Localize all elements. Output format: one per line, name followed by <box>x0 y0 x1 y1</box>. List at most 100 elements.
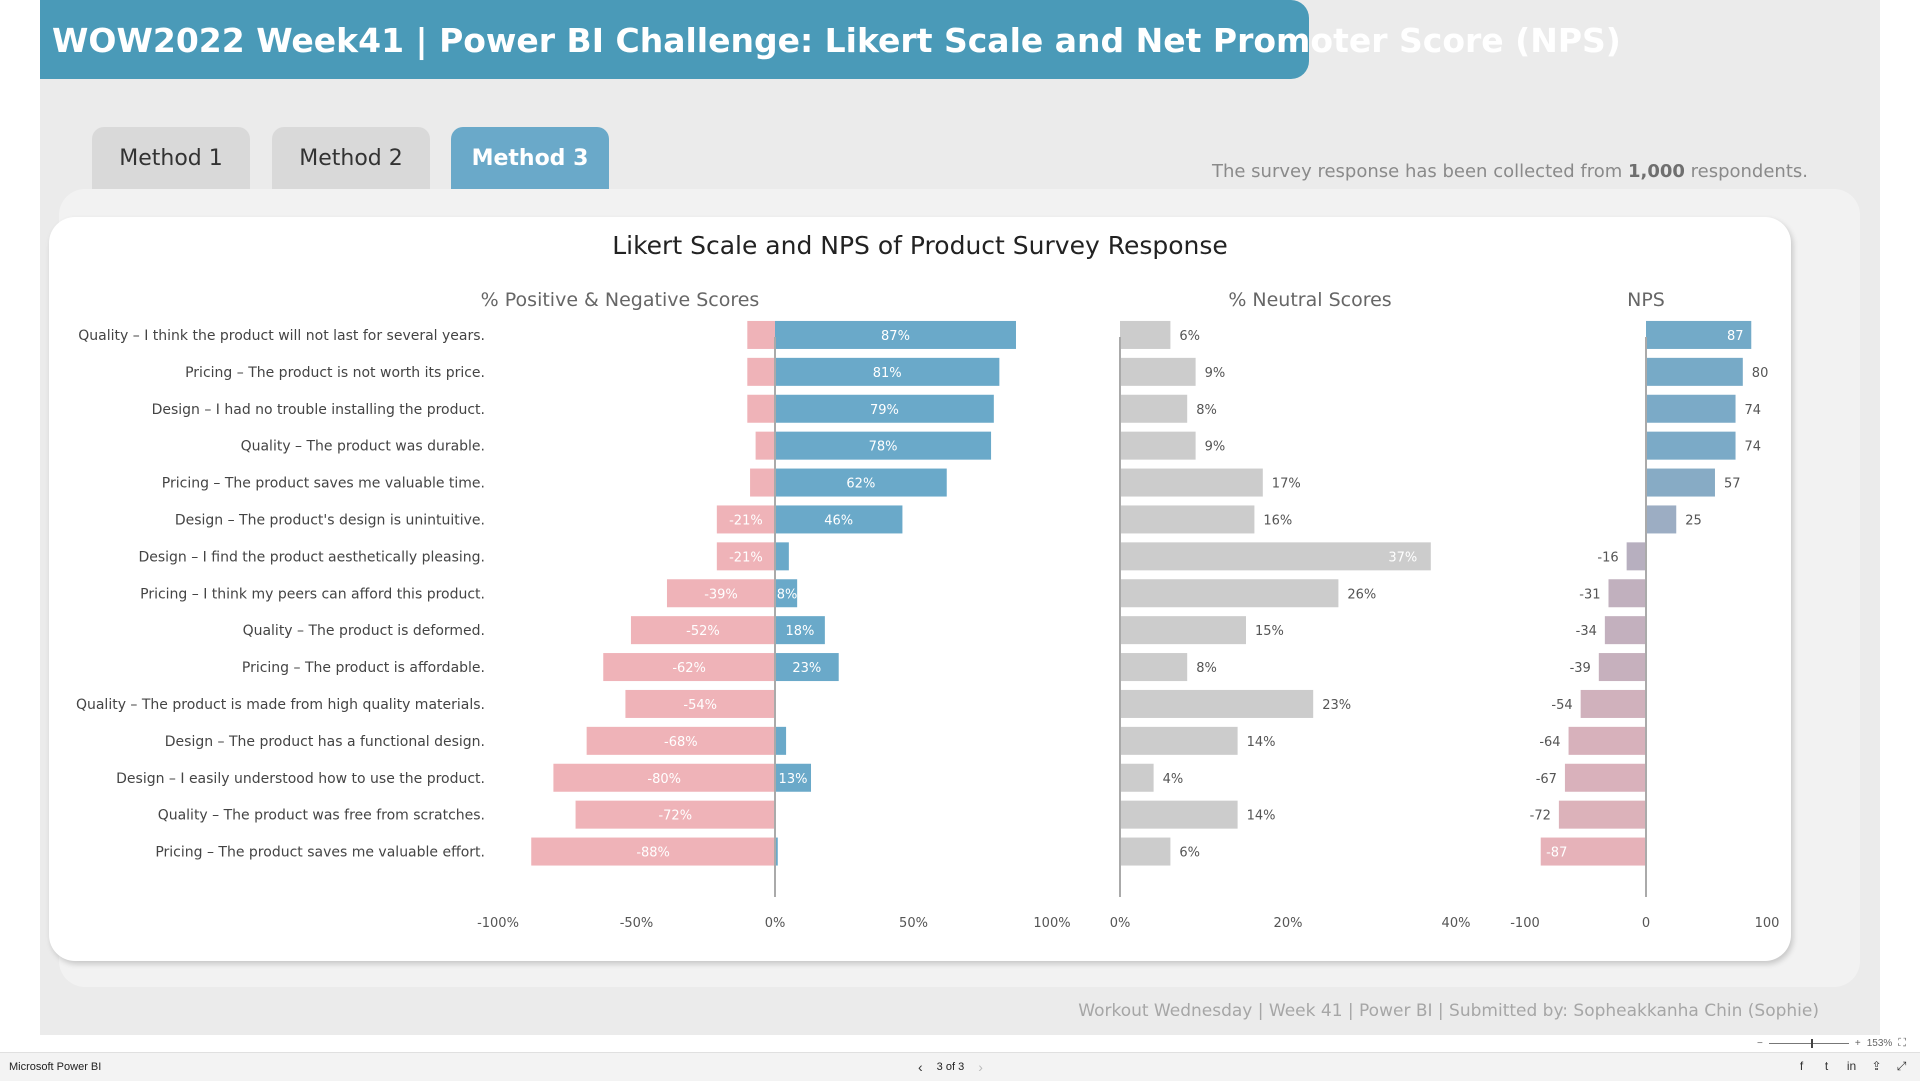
chevron-right-icon[interactable]: › <box>978 1059 983 1075</box>
category-label: Design – The product has a functional de… <box>165 734 485 750</box>
neutral-bar <box>1120 800 1238 829</box>
category-label: Quality – The product was durable. <box>241 439 485 455</box>
neutral-bar <box>1120 505 1255 534</box>
chart-title: Likert Scale and NPS of Product Survey R… <box>612 231 1228 260</box>
fit-to-page-icon[interactable]: ⛶ <box>1898 1036 1906 1049</box>
nps-bar <box>1646 320 1752 349</box>
neutral-bar-label: 17% <box>1272 477 1301 492</box>
x-tick-label: -100 <box>1510 916 1540 931</box>
neutral-bar <box>1120 837 1171 866</box>
report-title: WOW2022 Week41 | Power BI Challenge: Lik… <box>40 0 1621 79</box>
nps-bar <box>1564 763 1646 792</box>
nps-bar-label: -34 <box>1576 624 1597 639</box>
share-icons: f t in ⇪ ⤢ <box>1795 1060 1908 1073</box>
chevron-left-icon[interactable]: ‹ <box>918 1059 923 1075</box>
positive-bar <box>775 837 778 866</box>
survey-note-suffix: respondents. <box>1684 161 1808 182</box>
expand-icon[interactable]: ⤢ <box>1896 1059 1907 1073</box>
nps-bar <box>1598 653 1646 682</box>
positive-bar <box>775 542 789 571</box>
nps-bar <box>1646 505 1677 534</box>
facebook-icon[interactable]: f <box>1799 1059 1804 1073</box>
positive-bar <box>775 579 798 608</box>
neutral-bar-label: 9% <box>1205 366 1226 381</box>
neutral-bar-label: 6% <box>1179 846 1200 861</box>
negative-bar-label: -52% <box>686 624 720 639</box>
category-label: Design – I find the product aestheticall… <box>138 549 485 565</box>
negative-bar-label: -62% <box>672 661 706 676</box>
positive-bar-label: 79% <box>870 403 899 418</box>
positive-bar <box>775 357 1000 386</box>
neutral-bar <box>1120 357 1196 386</box>
zoom-in-icon[interactable]: + <box>1854 1037 1861 1049</box>
neutral-bar <box>1120 579 1339 608</box>
negative-bar <box>575 800 775 829</box>
neutral-bar <box>1120 468 1263 497</box>
category-label: Quality – I think the product will not l… <box>78 328 485 344</box>
x-tick-label: 0 <box>1642 916 1650 931</box>
zoom-slider-thumb[interactable] <box>1810 1038 1813 1048</box>
nps-bar <box>1604 616 1646 645</box>
share-icon[interactable]: ⇪ <box>1871 1059 1882 1073</box>
zoom-level: 153% <box>1866 1037 1893 1049</box>
x-tick-label: 20% <box>1274 916 1303 931</box>
negative-bar-label: -88% <box>636 846 670 861</box>
positive-bar <box>775 468 947 497</box>
neutral-bar <box>1120 653 1188 682</box>
zoom-slider[interactable] <box>1768 1038 1849 1048</box>
page-indicator: 3 of 3 <box>936 1061 965 1073</box>
negative-bar <box>716 505 775 534</box>
twitter-icon[interactable]: t <box>1824 1059 1829 1073</box>
likert-nps-chart: Likert Scale and NPS of Product Survey R… <box>76 231 1779 931</box>
nps-bar <box>1558 800 1646 829</box>
negative-bar <box>750 468 775 497</box>
status-bar: Microsoft Power BI ‹ 3 of 3 › f t in ⇪ ⤢ <box>0 1052 1920 1081</box>
tab-method-3[interactable]: Method 3 <box>451 127 609 189</box>
nps-bar <box>1646 431 1736 460</box>
panel-title-nps: NPS <box>1627 289 1665 311</box>
positive-bar-label: 18% <box>785 624 814 639</box>
positive-bar <box>775 763 812 792</box>
category-label: Quality – The product is made from high … <box>76 697 485 713</box>
x-tick-label: -50% <box>620 916 654 931</box>
linkedin-icon[interactable]: in <box>1846 1059 1857 1073</box>
neutral-bar <box>1120 320 1171 349</box>
tab-method-2[interactable]: Method 2 <box>272 127 430 189</box>
positive-bar-label: 13% <box>779 772 808 787</box>
nps-bar <box>1608 579 1646 608</box>
negative-bar <box>625 689 775 718</box>
category-label: Pricing – The product is affordable. <box>242 660 485 676</box>
x-tick-label: 0% <box>765 916 786 931</box>
negative-bar-label: -68% <box>664 735 698 750</box>
nps-bar <box>1626 542 1646 571</box>
nps-bar <box>1646 394 1736 423</box>
neutral-bar <box>1120 431 1196 460</box>
negative-bar <box>666 579 775 608</box>
neutral-bar <box>1120 689 1314 718</box>
nps-bar <box>1646 357 1743 386</box>
nps-bar-label: 80 <box>1752 366 1769 381</box>
category-label: Design – I had no trouble installing the… <box>152 402 485 418</box>
nps-bar-label: -16 <box>1597 550 1618 565</box>
nps-bar <box>1646 468 1715 497</box>
neutral-bar-label: 16% <box>1263 513 1292 528</box>
zoom-control[interactable]: − + 153% ⛶ <box>1757 1036 1906 1050</box>
category-label: Design – I easily understood how to use … <box>116 771 485 787</box>
negative-bar <box>586 726 775 755</box>
nps-bar-label: -54 <box>1551 698 1572 713</box>
positive-bar-label: 46% <box>824 513 853 528</box>
positive-bar <box>775 616 825 645</box>
negative-bar <box>747 357 775 386</box>
tab-method-1[interactable]: Method 1 <box>92 127 250 189</box>
nps-bar-label: 74 <box>1745 403 1762 418</box>
category-label: Quality – The product was free from scra… <box>158 808 485 824</box>
category-label: Pricing – The product is not worth its p… <box>185 365 485 381</box>
positive-bar <box>775 431 992 460</box>
negative-bar <box>531 837 775 866</box>
neutral-bar-label: 23% <box>1322 698 1351 713</box>
neutral-bar <box>1120 726 1238 755</box>
negative-bar <box>553 763 775 792</box>
negative-bar <box>747 394 775 423</box>
zoom-out-icon[interactable]: − <box>1757 1037 1763 1049</box>
footer-credit: Workout Wednesday | Week 41 | Power BI |… <box>1078 1001 1819 1021</box>
